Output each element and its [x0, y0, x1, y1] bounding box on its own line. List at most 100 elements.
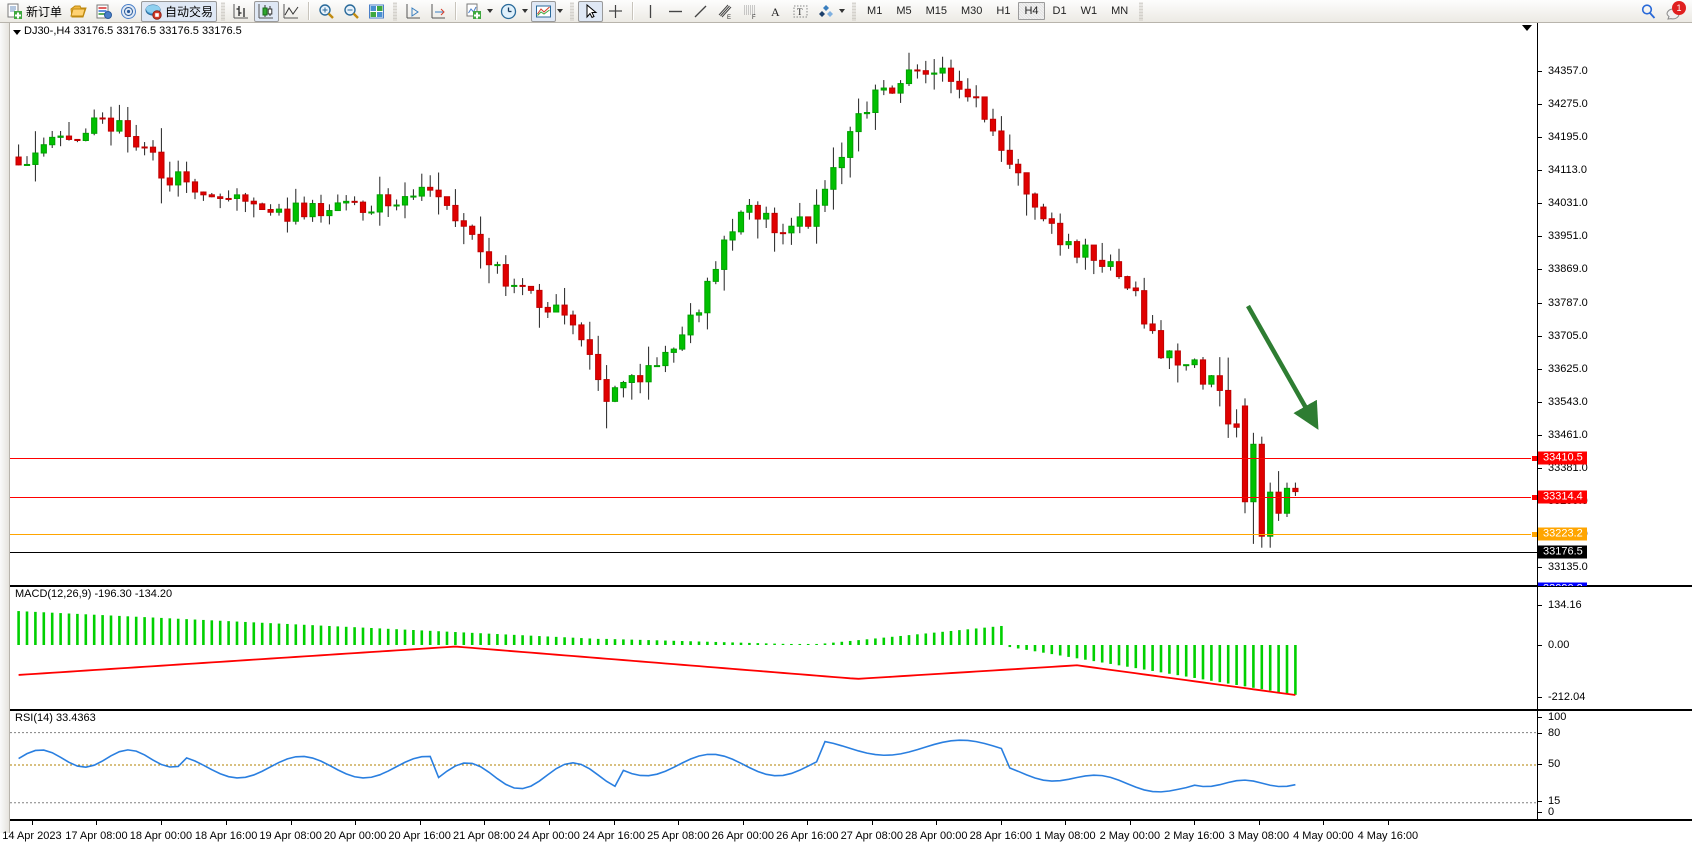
shapes-button[interactable]	[813, 1, 838, 22]
pending-order-line[interactable]	[10, 531, 1537, 538]
timeframe-m5[interactable]: M5	[896, 5, 912, 17]
rsi-plot-area[interactable]	[10, 711, 1537, 819]
vertical-line-button[interactable]	[638, 1, 663, 22]
periods-button[interactable]	[496, 1, 521, 22]
auto-trading-icon	[145, 3, 162, 20]
price-axis-tick	[1538, 71, 1542, 72]
timeframe-m30[interactable]: M30	[961, 5, 983, 17]
chart-shift-button[interactable]	[426, 1, 451, 22]
zoom-out-button[interactable]	[339, 1, 364, 22]
svg-text:F: F	[752, 15, 756, 20]
expert-advisors-button[interactable]	[66, 1, 91, 22]
chart-workspace: DJ30-,H4 33176.5 33176.5 33176.5 33176.5…	[0, 23, 1692, 856]
trendline-button[interactable]	[688, 1, 713, 22]
auto-scroll-button[interactable]	[401, 1, 426, 22]
chart-collapse-caret[interactable]	[1522, 25, 1532, 31]
notifications-badge: 1	[1672, 0, 1686, 15]
time-axis-label: 27 Apr 08:00	[840, 830, 904, 842]
time-axis-tick	[742, 821, 744, 825]
timeframe-h4[interactable]: H4	[1018, 2, 1045, 20]
text-a-icon: A	[767, 3, 784, 20]
macd-axis: 134.16 0.00 -212.04	[1537, 587, 1692, 709]
timeframe-h1[interactable]: H1	[996, 5, 1011, 17]
rsi-axis-label: 0	[1548, 806, 1555, 818]
bar-chart-button[interactable]	[229, 1, 254, 22]
rsi-axis-tick	[1538, 717, 1542, 718]
search-button[interactable]	[1636, 1, 1661, 22]
timeframe-m1[interactable]: M1	[867, 5, 883, 17]
cursor-button[interactable]	[578, 0, 604, 22]
zoom-out-icon	[343, 3, 360, 20]
toolbar-separator-3	[393, 1, 398, 21]
auto-trading-button[interactable]: 自动交易	[141, 0, 218, 22]
price-axis-label: 34031.0	[1548, 197, 1588, 209]
chart-symbol-label: DJ30-,H4 33176.5 33176.5 33176.5 33176.5	[24, 25, 242, 37]
time-axis[interactable]: 14 Apr 2023 17 Apr 08:00 18 Apr 00:00 18 Ap…	[2, 820, 1692, 856]
price-axis-label: 34113.0	[1548, 164, 1587, 176]
timeframe-mn[interactable]: MN	[1111, 5, 1129, 17]
bar-chart-icon	[233, 3, 250, 20]
timeframe-d1[interactable]: D1	[1052, 5, 1067, 17]
price-axis[interactable]: 34357.0 34275.0 34195.0 34113.0 34031.0 33951…	[1537, 23, 1692, 639]
rsi-axis-label: 50	[1548, 758, 1561, 770]
macd-panel[interactable]: MACD(12,26,9) -196.30 -134.20 134.16 0.00…	[10, 586, 1692, 710]
tile-windows-button[interactable]	[364, 1, 389, 22]
time-axis-tick	[678, 821, 680, 825]
zoom-in-button[interactable]	[314, 1, 339, 22]
notifications-button[interactable]: 1	[1661, 0, 1686, 22]
crosshair-icon	[607, 3, 624, 20]
price-axis-tick	[1538, 369, 1542, 370]
indicators-icon	[465, 3, 482, 20]
trendline-icon	[692, 3, 709, 20]
chart-scrollbar[interactable]	[0, 23, 10, 833]
macd-plot-area[interactable]	[10, 587, 1537, 709]
toolbar-separator-4	[455, 2, 458, 20]
equidistant-channel-button[interactable]: E	[713, 1, 738, 22]
indicators-dropdown-arrow[interactable]	[487, 9, 494, 13]
pending-order-line-handle[interactable]	[1531, 531, 1537, 538]
line-chart-button[interactable]	[279, 1, 304, 22]
price-axis-label: 33135.0	[1548, 561, 1588, 573]
svg-text:T: T	[797, 7, 803, 17]
periods-dropdown-arrow[interactable]	[522, 9, 529, 13]
horizontal-line-button[interactable]	[663, 1, 688, 22]
toolbar-separator-1	[221, 1, 226, 21]
new-order-button[interactable]: 新订单	[2, 1, 66, 22]
shapes-dropdown-arrow[interactable]	[839, 9, 846, 13]
vertical-line-icon	[642, 3, 659, 20]
resistance-line-2[interactable]	[10, 494, 1537, 501]
resistance-line-2-handle[interactable]	[1531, 494, 1537, 501]
time-axis-tick	[1194, 821, 1196, 825]
text-button[interactable]: A	[763, 1, 788, 22]
market-book-button[interactable]	[91, 1, 116, 22]
indicators-button[interactable]	[461, 1, 486, 22]
time-axis-label: 2 May 00:00	[1099, 830, 1161, 842]
price-axis-tick	[1538, 468, 1542, 469]
price-axis-tick	[1538, 104, 1542, 105]
resistance-line-1[interactable]	[10, 455, 1537, 462]
fibonacci-button[interactable]: F	[738, 1, 763, 22]
timeframe-w1[interactable]: W1	[1080, 5, 1098, 17]
rsi-panel[interactable]: RSI(14) 33.4363 100 80 50 15 0	[10, 710, 1692, 820]
svg-text:A: A	[771, 5, 780, 19]
signals-button[interactable]	[116, 1, 141, 22]
text-label-button[interactable]: T	[788, 1, 813, 22]
resistance-line-1-handle[interactable]	[1531, 455, 1537, 462]
price-axis-label: 34275.0	[1548, 98, 1588, 110]
time-axis-label: 28 Apr 16:00	[969, 830, 1033, 842]
crosshair-button[interactable]	[603, 1, 628, 22]
candlestick-chart-button[interactable]	[254, 0, 280, 22]
price-axis-label: 34357.0	[1548, 65, 1588, 77]
price-plot-area[interactable]	[10, 23, 1537, 585]
new-order-icon	[6, 3, 23, 20]
last-price-line[interactable]	[10, 552, 1537, 553]
price-axis-tick	[1538, 236, 1542, 237]
symbol-dropdown-caret[interactable]	[13, 30, 21, 35]
templates-dropdown-arrow[interactable]	[557, 9, 564, 13]
templates-button[interactable]	[531, 0, 557, 22]
pending-order-line-tag: 33223.2	[1538, 527, 1587, 541]
text-label-icon: T	[792, 3, 809, 20]
shapes-icon	[817, 3, 834, 20]
price-chart-panel[interactable]: DJ30-,H4 33176.5 33176.5 33176.5 33176.5…	[10, 23, 1692, 639]
timeframe-m15[interactable]: M15	[925, 5, 947, 17]
